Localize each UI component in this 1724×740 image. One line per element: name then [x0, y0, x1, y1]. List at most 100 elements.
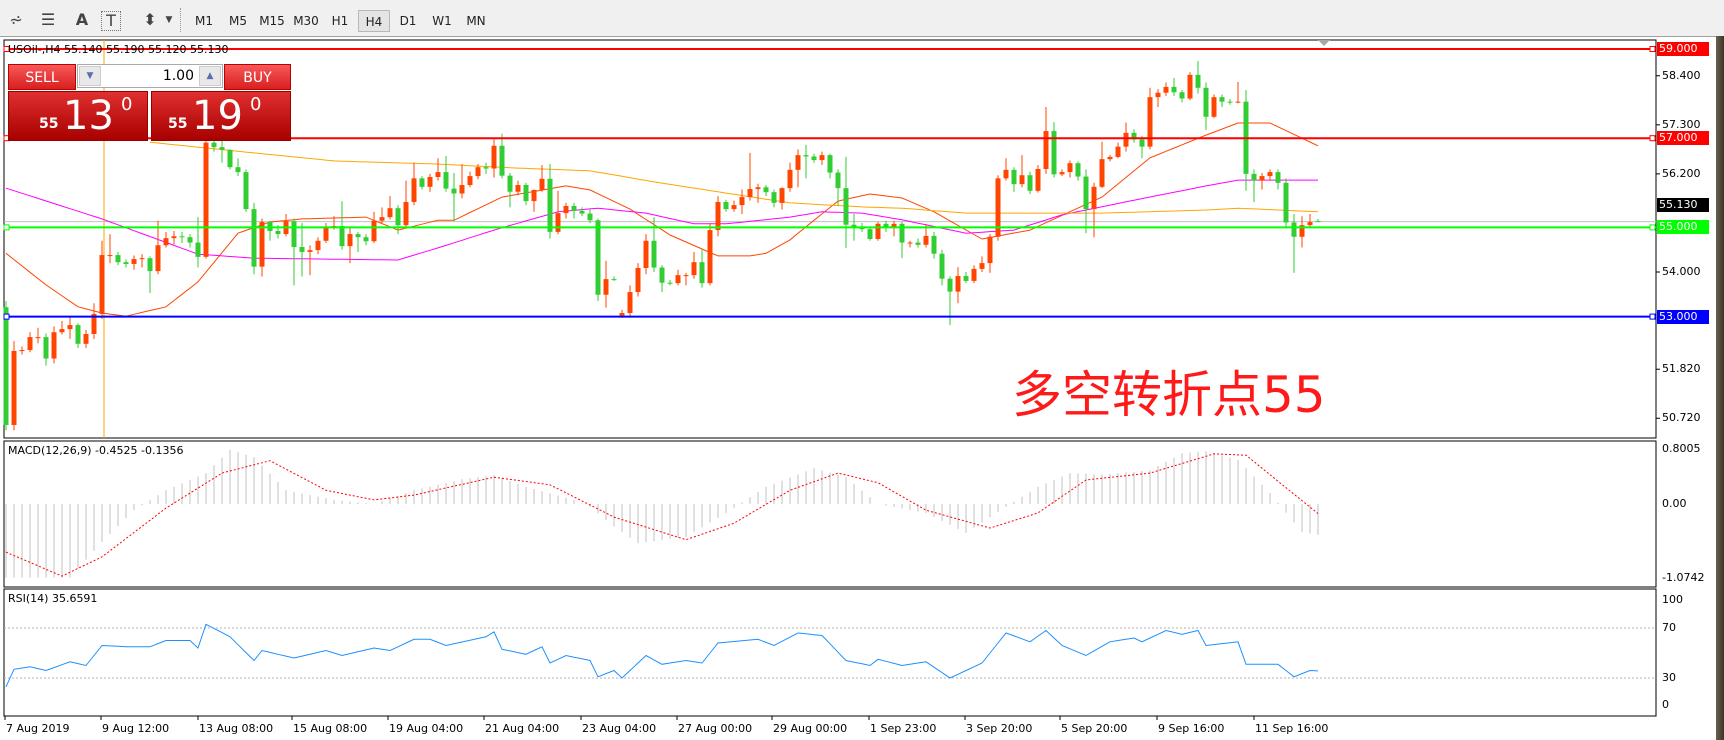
candle-body — [51, 332, 57, 359]
candle-body — [355, 234, 361, 238]
candle-body — [395, 208, 401, 226]
price-axis-label: 56.200 — [1662, 166, 1701, 180]
candle-body — [435, 172, 441, 178]
sell-price-box[interactable]: 55 13 0 — [8, 91, 148, 141]
candle-body — [1275, 172, 1281, 183]
candle-body — [555, 213, 561, 232]
candle-body — [1219, 97, 1225, 102]
candle-body — [603, 279, 609, 295]
lot-increase-button[interactable]: ▲ — [199, 66, 221, 86]
buy-button[interactable]: BUY — [224, 64, 291, 90]
candle-body — [1203, 87, 1209, 117]
candle-body — [699, 262, 705, 284]
candle-body — [547, 178, 553, 232]
candle-body — [1115, 146, 1121, 157]
timeframe-m15-button[interactable]: M15 — [259, 14, 285, 28]
chart-annotation-text[interactable]: 多空转折点55 — [1012, 366, 1326, 424]
candle-body — [299, 247, 305, 252]
sell-button[interactable]: SELL — [8, 64, 76, 90]
candle-body — [843, 188, 849, 225]
timeframe-d1-button[interactable]: D1 — [399, 14, 417, 28]
price-axis-label: 50.720 — [1662, 411, 1701, 425]
macd-axis-label: 0.00 — [1662, 497, 1687, 510]
candle-body — [1187, 74, 1193, 99]
timeframe-h4-button[interactable]: H4 — [358, 10, 390, 32]
candle-body — [939, 253, 945, 279]
candle-body — [595, 220, 601, 295]
candle-body — [635, 267, 641, 293]
candle-body — [523, 185, 529, 202]
candle-body — [691, 262, 697, 276]
candle-body — [67, 325, 73, 330]
price-axis-label: 54.000 — [1662, 265, 1701, 278]
rsi-axis-label: 30 — [1662, 671, 1676, 684]
macd-axis-label: 0.8005 — [1662, 442, 1701, 455]
candle-body — [907, 242, 913, 244]
candle-body — [675, 275, 681, 284]
text-label-icon[interactable]: T — [101, 11, 121, 31]
date-axis-label: 29 Aug 00:00 — [773, 722, 848, 735]
macd-title: MACD(12,26,9) -0.4525 -0.1356 — [8, 444, 184, 457]
candle-body — [467, 176, 473, 186]
candle-body — [515, 185, 521, 192]
candle-body — [747, 189, 753, 198]
candle-body — [91, 313, 97, 334]
chevron-down-icon[interactable]: ▼ — [165, 15, 173, 25]
candle-body — [987, 236, 993, 264]
timeframe-m30-button[interactable]: M30 — [293, 14, 319, 28]
candle-body — [931, 235, 937, 254]
candle-body — [995, 178, 1001, 237]
candle-body — [571, 205, 577, 211]
sell-price-sup: 0 — [121, 94, 133, 115]
candle-body — [1147, 97, 1153, 147]
candle-body — [867, 229, 873, 239]
candle-body — [739, 197, 745, 206]
lot-decrease-button[interactable]: ▼ — [79, 66, 101, 86]
buy-price-box[interactable]: 55 19 0 — [151, 91, 291, 141]
candle-body — [1131, 132, 1137, 140]
window-edge-scrollbar[interactable] — [1716, 36, 1724, 740]
line-handle — [1649, 46, 1656, 52]
candle-body — [1003, 169, 1009, 179]
candle-body — [659, 267, 665, 283]
timeframe-w1-button[interactable]: W1 — [432, 14, 452, 28]
candle-body — [363, 237, 369, 242]
candle-body — [1211, 97, 1217, 117]
timeframe-m1-button[interactable]: M1 — [195, 14, 213, 28]
candle-body — [1035, 168, 1041, 191]
buy-price-main: 19 — [192, 93, 243, 139]
rsi-axis-label: 100 — [1662, 593, 1683, 606]
candle-body — [755, 187, 761, 190]
main-chart-title: USOil-,H4 55.140 55.190 55.120 55.130 — [8, 43, 229, 56]
candle-body — [403, 201, 409, 226]
candle-body — [587, 213, 593, 221]
fibonacci-icon[interactable]: ☰ — [40, 10, 56, 29]
candle-body — [539, 178, 545, 190]
candle-body — [1171, 86, 1177, 93]
candle-body — [643, 240, 649, 268]
indicators-icon[interactable]: ⩫ — [9, 10, 23, 29]
candle-body — [323, 226, 329, 241]
moving-average-line-1 — [5, 122, 1319, 317]
line-handle — [1649, 135, 1656, 142]
candle-body — [579, 210, 585, 214]
candle-body — [75, 325, 81, 344]
candle-body — [507, 175, 513, 192]
candle-body — [1299, 225, 1305, 237]
rsi-panel — [3, 588, 1657, 717]
candle-body — [819, 155, 825, 161]
arrows-icon[interactable]: ⬍ — [143, 10, 157, 29]
timeframe-mn-button[interactable]: MN — [466, 14, 486, 28]
timeframe-h1-button[interactable]: H1 — [331, 14, 349, 28]
date-axis-label: 11 Sep 16:00 — [1255, 722, 1329, 735]
candle-body — [227, 149, 233, 168]
candle-body — [811, 156, 817, 161]
candle-body — [179, 236, 185, 238]
candle-body — [731, 205, 737, 210]
price-axis-label: 58.400 — [1662, 68, 1701, 82]
lot-size-input[interactable]: ▼ 1.00 ▲ — [77, 64, 223, 88]
timeframe-m5-button[interactable]: M5 — [229, 14, 247, 28]
text-icon[interactable]: A — [75, 10, 89, 29]
macd-axis-label: -1.0742 — [1662, 570, 1705, 584]
